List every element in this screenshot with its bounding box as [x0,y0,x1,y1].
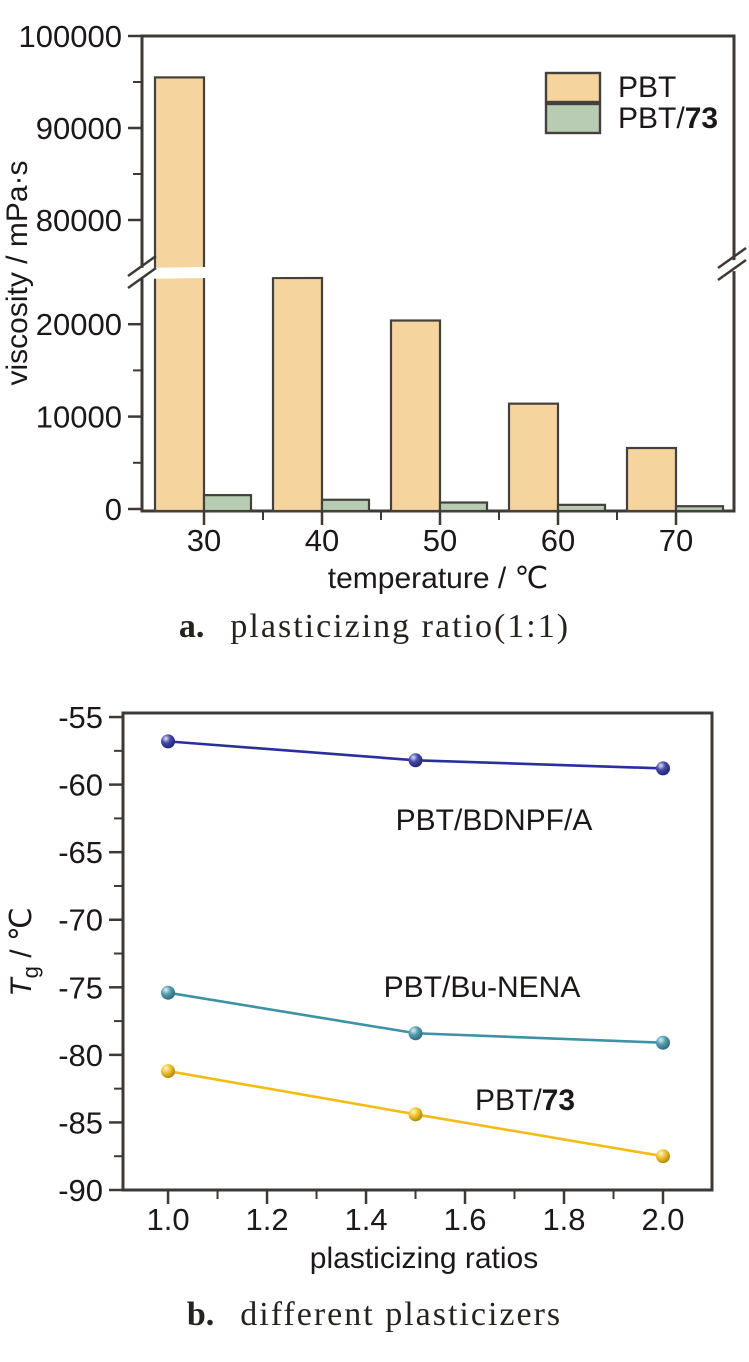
x-tick-label-30: 30 [187,523,221,558]
y-axis-a: 0 10000 20000 80000 90000 100000 [19,19,142,527]
y-tick-label--70: -70 [58,903,103,938]
point-PBT-BDNPF-A-1 [161,734,176,749]
x-tick-label-1.4: 1.4 [344,1202,387,1237]
y-tick-label-10000: 10000 [36,400,122,435]
bar-PBT-70 [625,446,678,513]
y-tick-label--80: -80 [58,1038,103,1073]
x-tick-label-1.8: 1.8 [542,1202,585,1237]
axis-break-band [131,260,745,279]
line-series-PBT-BDNPF-A [161,734,670,776]
bar-PBT-73-50 [438,501,489,513]
glass-transition-line-chart: -55 -60 -65 -70 -75 -80 -85 -90 1.0 1.2 1.4 1.6 1.8 2… [5,700,714,1275]
bar-series-pbt [153,76,678,513]
bar-PBT-50 [389,319,442,513]
caption-a-text: plasticizing ratio(1:1) [230,608,571,645]
caption-b: b. different plasticizers [0,1296,749,1334]
bar-PBT-40 [271,276,324,513]
series-label-PBT-Bu-NENA: PBT/Bu-NENA [384,971,581,1004]
x-tick-label-70: 70 [659,523,693,558]
legend-swatch-PBT [544,71,602,104]
point-PBT-73-1 [161,1064,176,1079]
point-PBT-Bu-NENA-1 [161,985,176,1000]
caption-a-label: a. [178,608,205,645]
y-tick-label--90: -90 [58,1173,103,1208]
y-axis-title-a: viscosity / mPa·s [1,160,34,385]
y-tick-label--75: -75 [58,970,103,1005]
x-tick-label-2.0: 2.0 [641,1202,684,1237]
y-tick-label--55: -55 [58,700,103,735]
y-tick-label-90000: 90000 [36,111,122,146]
bar-series-pbt-73 [202,494,725,513]
y-tick-label--85: -85 [58,1105,103,1140]
axis-break-mark-right-1 [717,258,747,282]
axis-break-mark-right-0 [717,246,747,270]
y-axis-title-b: Tg / ℃ [5,907,43,996]
x-tick-label-40: 40 [305,523,339,558]
point-PBT-73-2 [655,1149,670,1164]
bar-PBT-73-30 [202,494,253,513]
x-axis-title-b: plasticizing ratios [310,1242,538,1275]
bar-PBT-60 [507,402,560,513]
axis-break-mark-left-1 [127,266,157,290]
x-tick-label-1.2: 1.2 [245,1202,288,1237]
x-tick-label-50: 50 [423,523,457,558]
bar-PBT-73-40 [320,498,371,513]
axis-break-mark-left-0 [127,254,157,278]
y-tick-label--65: -65 [58,835,103,870]
legend-swatch-PBT-73 [544,102,602,135]
viscosity-bar-chart: 0 10000 20000 80000 90000 100000 30 40 50 60 70 vis… [1,19,747,595]
x-tick-label-1.6: 1.6 [443,1202,486,1237]
bar-PBT-30 [153,76,206,513]
caption-b-label: b. [186,1296,215,1333]
x-tick-label-1.0: 1.0 [146,1202,189,1237]
y-tick-label-80000: 80000 [36,203,122,238]
x-axis-a: 30 40 50 60 70 [187,511,693,558]
y-tick-label-0: 0 [105,492,122,527]
bar-PBT-73-70 [674,505,725,513]
x-tick-label-60: 60 [541,523,575,558]
point-PBT-BDNPF-A-2 [655,761,670,776]
y-tick-label--60: -60 [58,768,103,803]
caption-a: a. plasticizing ratio(1:1) [0,608,749,646]
point-PBT-BDNPF-A-1.5 [408,753,423,768]
legend-label-PBT-73: PBT/73 [618,102,718,135]
caption-b-text: different plasticizers [240,1296,563,1333]
y-tick-label-100000: 100000 [19,19,122,54]
point-PBT-73-1.5 [408,1107,423,1122]
legend-label-PBT: PBT [618,71,676,104]
x-axis-title-a: temperature / ℃ [328,562,548,595]
line-series-PBT-Bu-NENA [161,985,670,1050]
point-PBT-Bu-NENA-2 [655,1035,670,1050]
series-label-PBT-BDNPF-A: PBT/BDNPF/A [396,804,593,837]
line-series-PBT-73 [161,1064,670,1164]
y-axis-b: -55 -60 -65 -70 -75 -80 -85 -90 [58,700,123,1208]
point-PBT-Bu-NENA-1.5 [408,1026,423,1041]
bar-PBT-73-60 [556,503,607,513]
plot-frame-b [121,711,714,1192]
series-label-PBT-73: PBT/73 [475,1084,575,1117]
x-axis-b: 1.0 1.2 1.4 1.6 1.8 2.0 [146,1190,685,1237]
y-tick-label-20000: 20000 [36,307,122,342]
